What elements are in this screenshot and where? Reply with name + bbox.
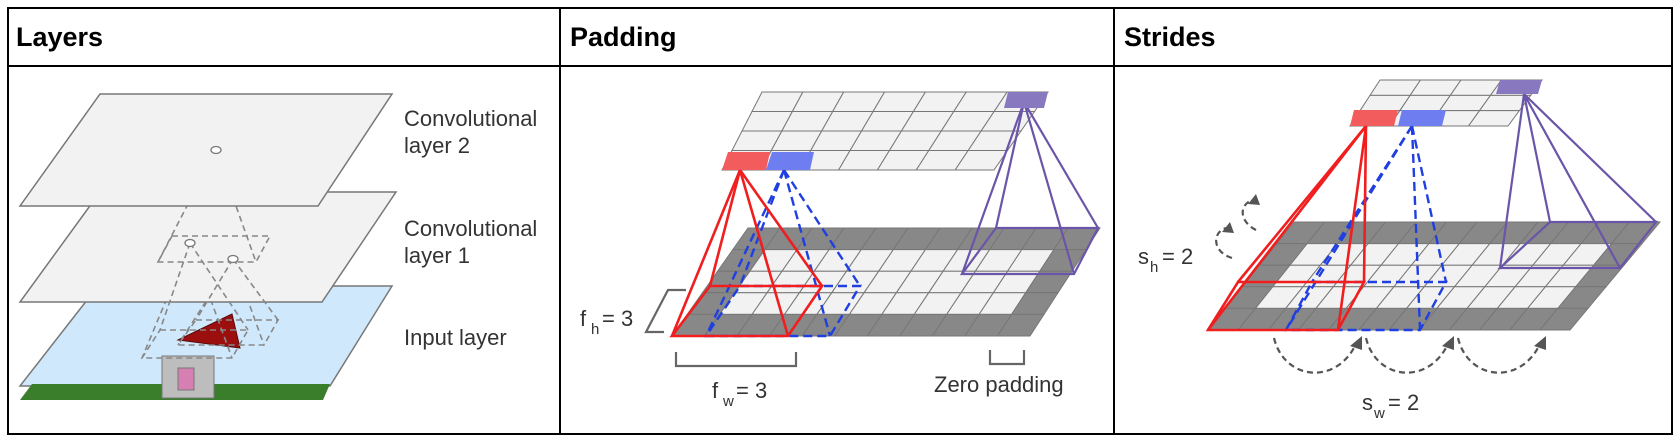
sw-subscript: w — [1373, 405, 1385, 422]
grid-cell — [996, 313, 1045, 337]
stride-output-cell-blue — [1398, 110, 1446, 126]
sw-value: = 2 — [1388, 390, 1419, 415]
fh-value: = 3 — [602, 306, 633, 331]
padding-panel: f h = 3 f w = 3 Zero padding — [580, 91, 1101, 410]
fh-bracket — [644, 288, 686, 334]
conv-layer-2-label-line1: Convolutional — [404, 106, 537, 131]
fh-label: f — [580, 306, 587, 331]
output-cell-red — [722, 152, 770, 170]
padding-input-grid — [671, 227, 1101, 337]
conv-layer-1-label-line1: Convolutional — [404, 216, 537, 241]
stride-output-cell-purple — [1496, 80, 1542, 94]
vertical-stride-arrows — [1215, 198, 1257, 260]
output-cell-purple — [1004, 92, 1048, 108]
stride-purple-receptive-field — [1497, 93, 1659, 270]
sh-subscript: h — [1150, 259, 1158, 276]
output-cell-blue — [766, 152, 814, 170]
sw-label: s — [1362, 390, 1373, 415]
table-frame — [7, 7, 1673, 435]
input-layer-label: Input layer — [404, 325, 507, 350]
panel-title-layers: Layers — [16, 22, 103, 52]
strides-input-grid — [1206, 221, 1662, 331]
fw-label: f — [712, 378, 719, 403]
conv-layer-1-label-line2: layer 1 — [404, 243, 470, 268]
red-receptive-field — [669, 169, 825, 338]
panel-title-padding: Padding — [570, 22, 677, 52]
panel-title-strides: Strides — [1124, 22, 1216, 52]
conv-layer-2-plane — [18, 93, 394, 207]
zero-padding-label: Zero padding — [934, 372, 1064, 397]
stride-blue-receptive-field — [1283, 125, 1449, 332]
fw-bracket — [674, 352, 798, 368]
grid-cell — [954, 150, 1009, 171]
svg-text:f: f — [580, 306, 587, 331]
sh-value: = 2 — [1162, 244, 1193, 269]
conv-layer-2-label-line2: layer 2 — [404, 133, 470, 158]
fh-subscript: h — [591, 321, 599, 338]
horizontal-stride-arrows — [1272, 337, 1541, 374]
zero-padding-bracket — [988, 350, 1026, 366]
stride-output-cell-red — [1350, 110, 1398, 126]
fw-subscript: w — [722, 393, 734, 410]
strides-panel: s h = 2 s w = 2 — [1138, 79, 1662, 422]
layers-panel: Convolutional layer 2 Convolutional laye… — [18, 93, 537, 400]
sh-label: s — [1138, 244, 1149, 269]
grid-cell — [1467, 110, 1521, 127]
fw-value: = 3 — [736, 378, 767, 403]
blue-receptive-field — [703, 169, 863, 338]
grid-cell — [1538, 307, 1590, 331]
purple-receptive-field — [959, 101, 1100, 276]
stride-red-receptive-field — [1205, 125, 1368, 332]
